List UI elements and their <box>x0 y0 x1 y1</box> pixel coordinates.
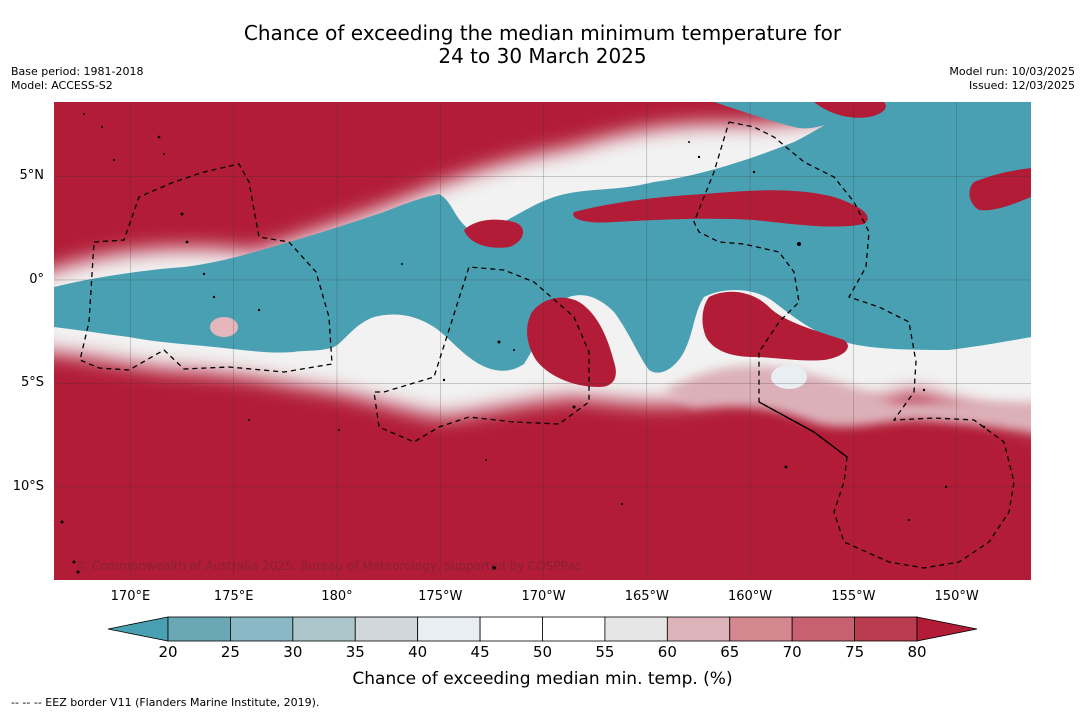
longitude-label: 175°W <box>418 589 463 604</box>
longitude-label: 170°W <box>521 589 566 604</box>
warm-patch-3 <box>527 297 616 387</box>
eez-footnote: -- -- -- EEZ border V11 (Flanders Marine… <box>11 696 320 709</box>
colorbar-tick-label: 35 <box>345 643 365 661</box>
meta-right: Model run: 10/03/2025 Issued: 12/03/2025 <box>949 65 1075 93</box>
eez-boundary-solid <box>758 401 848 458</box>
colorbar-tick-label: 55 <box>595 643 615 661</box>
latitude-label: 5°S <box>20 375 44 391</box>
model-run: Model run: 10/03/2025 <box>949 65 1075 78</box>
longitude-label: 160°W <box>727 589 773 604</box>
colorbar-segment <box>230 616 294 642</box>
warm-patch-1 <box>573 190 868 227</box>
eez-borders <box>79 121 1015 569</box>
warm-patch-5 <box>969 168 1031 211</box>
warm-patch-4 <box>702 291 848 361</box>
longitude-label: 165°W <box>624 589 669 604</box>
colorbar-tick-label: 70 <box>782 643 802 661</box>
latitude-label: 0° <box>29 271 44 287</box>
warm-patch-2 <box>464 219 524 248</box>
issued-date: Issued: 12/03/2025 <box>968 79 1075 92</box>
cool-patch-east <box>874 102 1031 246</box>
longitude-label: 155°W <box>831 589 876 604</box>
base-period: Base period: 1981-2018 <box>11 65 144 78</box>
copyright-notice: © Commonwealth of Australia 2025, Bureau… <box>76 559 582 573</box>
title-line-1: Chance of exceeding the median minimum t… <box>243 21 842 45</box>
longitude-label: 170°E <box>110 589 151 604</box>
longitude-label: 150°W <box>934 589 979 604</box>
colorbar-tick-label: 75 <box>845 643 865 661</box>
colorbar-segments <box>108 616 978 642</box>
islands <box>60 113 986 574</box>
colorbar-label: Chance of exceeding median min. temp. (%… <box>352 669 733 689</box>
warm-patch-6 <box>814 102 886 118</box>
pink-bands <box>664 365 1031 430</box>
longitude-label: 180° <box>321 589 353 604</box>
colorbar-tick-label: 65 <box>720 643 740 661</box>
colorbar-tick-label: 45 <box>470 643 490 661</box>
colorbar-tick-label: 80 <box>907 643 927 661</box>
colorbar-tick-label: 25 <box>220 643 240 661</box>
colorbar-segment <box>417 616 481 642</box>
colorbar-segment <box>666 616 731 642</box>
pale-patch-2 <box>771 365 807 389</box>
colorbar-segment <box>292 616 356 642</box>
colorbar-segment <box>479 616 543 642</box>
colorbar-tick-label: 20 <box>158 643 178 661</box>
pale-patch-1 <box>210 317 238 337</box>
meta-left: Base period: 1981-2018 Model: ACCESS-S2 <box>11 65 143 93</box>
cool-region-main <box>54 102 1031 373</box>
colorbar-tick-label: 40 <box>408 643 428 661</box>
colorbar-segment <box>791 616 855 642</box>
colorbar-segment <box>729 616 793 642</box>
model-name: Model: ACCESS-S2 <box>11 79 113 92</box>
colorbar-tick-label: 60 <box>657 643 677 661</box>
map-canvas <box>54 102 1031 580</box>
colorbar-segment <box>542 616 606 642</box>
colorbar-tick-label: 50 <box>532 643 553 661</box>
colorbar-tick-label: 30 <box>283 643 303 661</box>
longitude-label: 175°E <box>213 589 254 604</box>
colorbar-segment <box>167 616 231 642</box>
colorbar-over-arrow <box>916 616 978 642</box>
colorbar-segment <box>354 616 419 642</box>
colorbar-under-arrow <box>108 616 169 642</box>
map-title: Chance of exceeding the median minimum t… <box>0 22 1085 68</box>
colorbar-segment <box>854 616 918 642</box>
graticule <box>54 102 1031 580</box>
colorbar-segment <box>604 616 668 642</box>
title-line-2: 24 to 30 March 2025 <box>438 44 647 68</box>
latitude-label: 10°S <box>12 478 44 494</box>
cool-patch-north <box>714 102 854 129</box>
latitude-label: 5°N <box>19 168 45 184</box>
map-panel[interactable] <box>54 102 1031 580</box>
colorbar <box>108 616 978 642</box>
